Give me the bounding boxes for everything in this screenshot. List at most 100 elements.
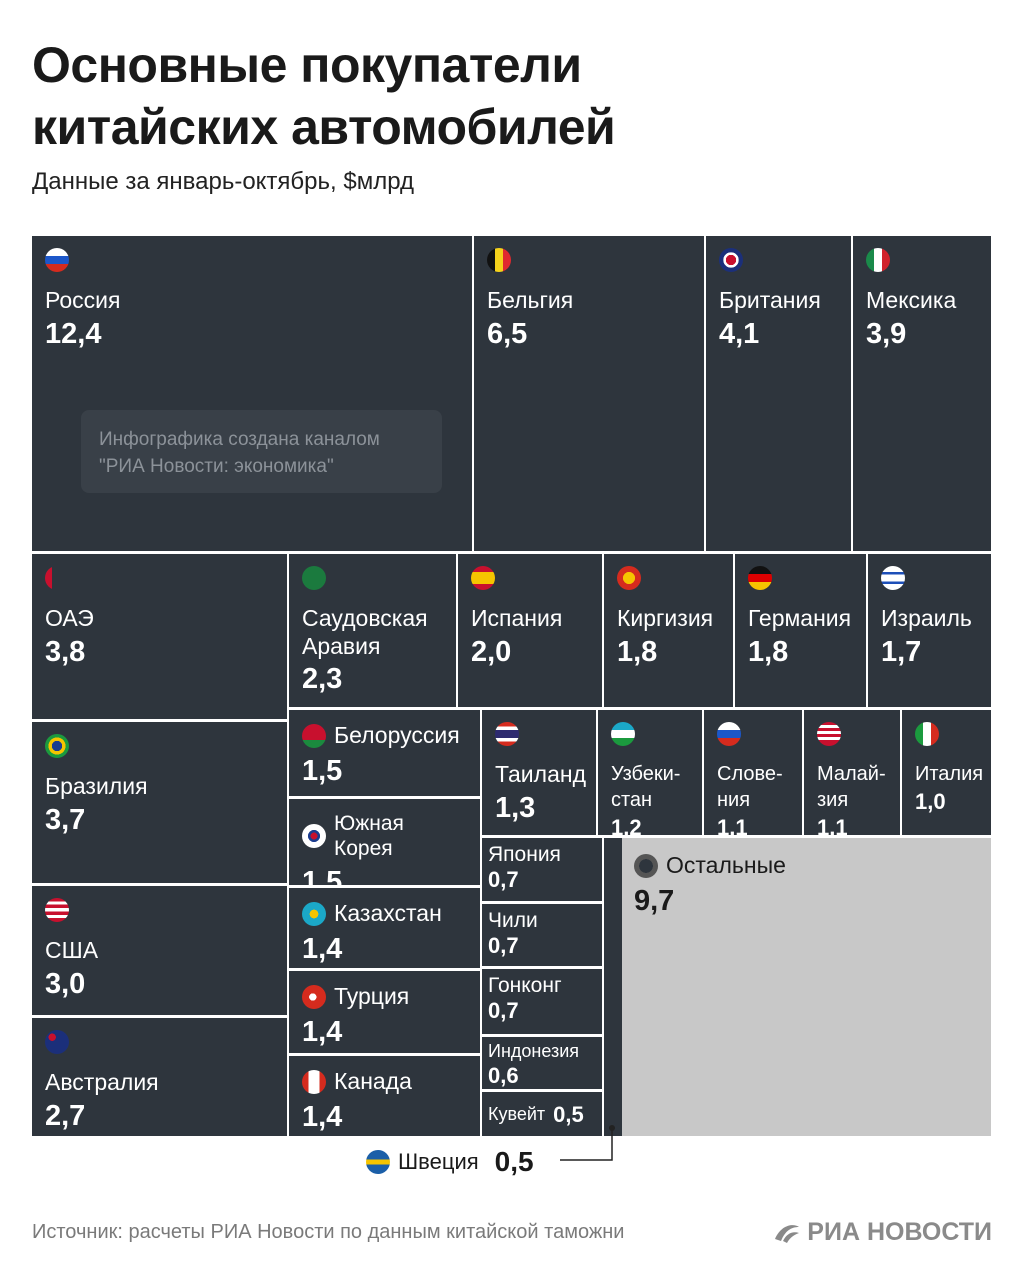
treemap-cell: Белоруссия 1,5 bbox=[289, 710, 480, 796]
treemap-cell: Таиланд 1,3 bbox=[482, 710, 596, 835]
label-row: Белоруссия bbox=[302, 722, 468, 750]
value-label: 0,7 bbox=[488, 998, 519, 1024]
watermark-note: Инфографика создана каналом "РИА Новости… bbox=[81, 410, 442, 493]
category-label: Казахстан bbox=[334, 900, 442, 926]
label-row: Казахстан bbox=[302, 900, 468, 928]
flag-icon bbox=[881, 566, 905, 590]
treemap-cell: Турция 1,4 bbox=[289, 971, 480, 1053]
logo-icon bbox=[775, 1224, 800, 1243]
flag-icon bbox=[915, 722, 939, 746]
flag-icon bbox=[302, 984, 326, 1009]
flag-icon bbox=[45, 734, 69, 758]
flag-icon bbox=[302, 901, 326, 926]
treemap-cell: Канада 1,4 bbox=[289, 1056, 480, 1136]
category-label: Белоруссия bbox=[334, 722, 460, 748]
value-label: 6,5 bbox=[487, 317, 528, 350]
category-label: Южная Корея bbox=[334, 812, 404, 861]
label-row: Турция bbox=[302, 983, 468, 1011]
flag-icon bbox=[45, 1030, 69, 1054]
category-label: Испания bbox=[471, 605, 563, 631]
value-label: 9,7 bbox=[634, 884, 675, 917]
value-label: 12,4 bbox=[45, 317, 102, 350]
value-label: 1,4 bbox=[302, 932, 343, 965]
value-label: 1,8 bbox=[748, 635, 789, 668]
logo: РИА НОВОСТИ bbox=[773, 1218, 992, 1247]
treemap-cell: Саудовская Аравия 2,3 bbox=[289, 554, 456, 707]
flag-icon bbox=[617, 566, 641, 590]
flag-icon bbox=[866, 248, 890, 272]
chart-title: Основные покупатели китайских автомобиле… bbox=[32, 37, 616, 155]
flag-icon bbox=[45, 566, 69, 590]
treemap-cell: Мексика 3,9 bbox=[853, 236, 991, 551]
flag-icon bbox=[302, 824, 326, 849]
value-label: 1,2 bbox=[611, 815, 642, 835]
category-label: Израиль bbox=[881, 605, 972, 631]
treemap-cell: Гонконг 0,7 bbox=[482, 969, 602, 1034]
flag-icon bbox=[302, 1069, 326, 1094]
flag-icon bbox=[302, 566, 326, 590]
value-label: 0,6 bbox=[488, 1062, 519, 1088]
category-label: США bbox=[45, 937, 99, 963]
flag-icon bbox=[611, 722, 635, 746]
value-label: 3,9 bbox=[866, 317, 907, 350]
label-row: Кувейт 0,5 bbox=[488, 1102, 596, 1128]
flag-icon bbox=[817, 722, 841, 746]
flag-icon bbox=[719, 248, 743, 272]
value-label: 1,3 bbox=[495, 791, 536, 824]
label-row: Остальные bbox=[634, 852, 979, 880]
flag-icon bbox=[495, 722, 519, 746]
category-label: Россия bbox=[45, 287, 121, 313]
treemap-cell: ОАЭ 3,8 bbox=[32, 554, 287, 719]
value-label: 1,4 bbox=[302, 1015, 343, 1048]
value-label: 1,1 bbox=[717, 815, 748, 835]
treemap-cell: Бельгия 6,5 bbox=[474, 236, 704, 551]
category-label: Канада bbox=[334, 1068, 412, 1094]
category-label: Австралия bbox=[45, 1069, 159, 1095]
category-label: Индонезия bbox=[488, 1041, 580, 1061]
category-label: Швеция bbox=[398, 1148, 479, 1174]
value-label: 3,7 bbox=[45, 803, 86, 836]
category-label: Таиланд bbox=[495, 761, 586, 787]
treemap-cell: Австралия 2,7 bbox=[32, 1018, 287, 1136]
value-label: 1,8 bbox=[617, 635, 658, 668]
treemap-cell: Киргизия 1,8 bbox=[604, 554, 733, 707]
category-label: Италия bbox=[915, 763, 984, 785]
value-label: 0,7 bbox=[488, 867, 519, 893]
value-label: 4,1 bbox=[719, 317, 760, 350]
flag-icon bbox=[748, 566, 772, 590]
treemap-cell: Италия 1,0 bbox=[902, 710, 991, 835]
logo-text: РИА НОВОСТИ bbox=[807, 1218, 992, 1246]
treemap-cell: Германия 1,8 bbox=[735, 554, 866, 707]
treemap-cell: Остальные 9,7 bbox=[622, 838, 991, 1136]
category-label: Чили bbox=[488, 909, 538, 932]
chart-subtitle: Данные за январь-октябрь, $млрд bbox=[32, 168, 415, 195]
treemap-cell: Чили 0,7 bbox=[482, 904, 602, 966]
category-label: Гонконг bbox=[488, 974, 562, 997]
value-label: 1,1 bbox=[817, 815, 848, 835]
category-label: Бразилия bbox=[45, 773, 148, 799]
treemap-cell: Индонезия 0,6 bbox=[482, 1037, 602, 1089]
category-label: Малай- зия bbox=[817, 763, 886, 811]
treemap-cell: Израиль 1,7 bbox=[868, 554, 991, 707]
category-label: Япония bbox=[488, 843, 561, 866]
category-label: Британия bbox=[719, 287, 821, 313]
flag-icon bbox=[487, 248, 511, 272]
value-label: 1,0 bbox=[915, 789, 946, 814]
category-label: Мексика bbox=[866, 287, 957, 313]
category-label: Киргизия bbox=[617, 605, 714, 631]
value-label: 3,0 bbox=[45, 967, 86, 1000]
treemap-cell: США 3,0 bbox=[32, 886, 287, 1015]
value-label: 1,4 bbox=[302, 1100, 343, 1133]
treemap-cell: Бразилия 3,7 bbox=[32, 722, 287, 883]
category-label: Германия bbox=[748, 605, 852, 631]
category-label: Кувейт bbox=[488, 1104, 546, 1125]
category-label: Слове- ния bbox=[717, 763, 783, 811]
treemap-cell: Южная Корея 1,5 bbox=[289, 799, 480, 885]
category-label: Саудовская Аравия bbox=[302, 605, 428, 659]
category-label: Турция bbox=[334, 983, 410, 1009]
treemap-cell: Малай- зия 1,1 bbox=[804, 710, 900, 835]
label-row: Канада bbox=[302, 1068, 468, 1096]
value-label: 0,7 bbox=[488, 933, 519, 959]
value-label: 2,0 bbox=[471, 635, 512, 668]
treemap-cell: Кувейт 0,5 bbox=[482, 1092, 602, 1136]
